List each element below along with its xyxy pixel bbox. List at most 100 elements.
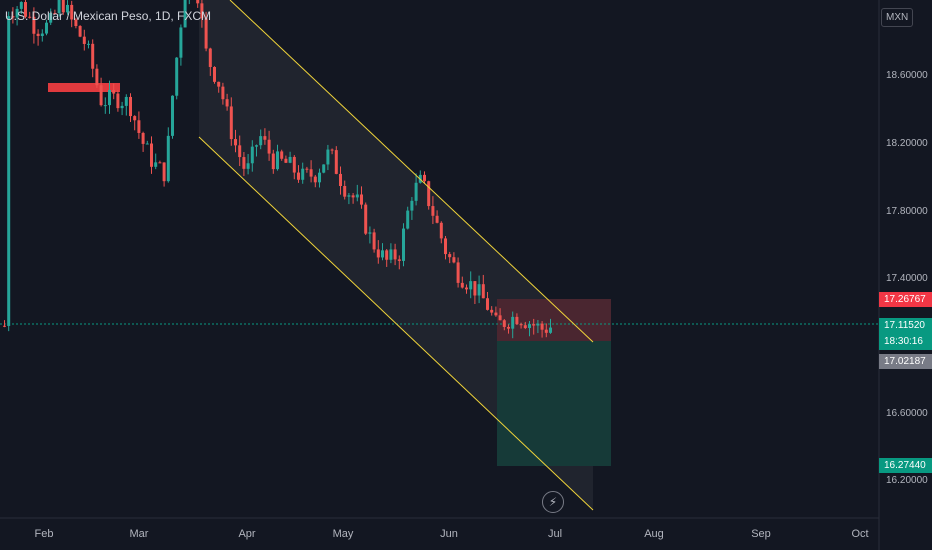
price-tick: 16.60000	[886, 408, 928, 419]
last-price-label: 17.11520	[879, 318, 932, 335]
candle-body	[385, 250, 389, 260]
candle-body	[364, 204, 368, 234]
candle-body	[150, 143, 153, 167]
candle-body	[217, 81, 221, 87]
candle-body	[523, 325, 527, 329]
candle-body	[532, 324, 536, 326]
take-profit-zone	[497, 341, 611, 466]
candle-body	[208, 48, 212, 67]
candle-body	[238, 145, 242, 158]
time-tick: Sep	[751, 528, 771, 540]
candle-body	[326, 149, 330, 165]
candle-body	[322, 164, 326, 173]
currency-badge[interactable]: MXN	[881, 8, 914, 27]
price-tick: 18.60000	[886, 70, 928, 81]
lightning-icon[interactable]: ⚡	[542, 491, 564, 513]
candle-body	[158, 162, 162, 164]
candle-body	[397, 259, 401, 261]
stop-loss-price-label: 17.26767	[879, 292, 932, 307]
candle-body	[7, 16, 11, 326]
resistance-zone	[48, 83, 120, 92]
candle-body	[124, 96, 128, 106]
symbol-title[interactable]: U.S. Dollar / Mexican Peso, 1D, FXCM	[5, 9, 212, 23]
candle-body	[263, 136, 267, 140]
price-tick: 18.20000	[886, 138, 928, 149]
candle-body	[133, 116, 137, 121]
candle-body	[540, 323, 544, 330]
time-tick: Apr	[238, 528, 256, 540]
candle-body	[95, 68, 99, 86]
candle-body	[280, 151, 284, 159]
candle-body	[70, 4, 74, 20]
candle-body	[368, 232, 372, 234]
price-tick: 16.20000	[886, 475, 928, 486]
candle-body	[465, 287, 468, 290]
take-profit-price-label: 16.27440	[879, 458, 932, 473]
candle-body	[221, 86, 225, 100]
candle-body	[129, 96, 132, 117]
candle-body	[460, 282, 464, 288]
candle-body	[213, 66, 216, 82]
candle-body	[120, 105, 124, 109]
candle-body	[406, 210, 410, 229]
candle-body	[519, 324, 523, 326]
candle-body	[435, 215, 439, 223]
time-tick: Aug	[644, 528, 664, 540]
candle-body	[36, 33, 40, 37]
candle-body	[183, 0, 187, 28]
candle-body	[486, 298, 489, 310]
candle-body	[66, 4, 69, 13]
candle-body	[3, 325, 6, 327]
candle-body	[469, 281, 473, 290]
candle-body	[536, 323, 540, 326]
candle-body	[255, 145, 258, 147]
candle-body	[108, 90, 111, 106]
candle-body	[259, 136, 263, 146]
candle-body	[145, 143, 149, 145]
time-tick: Oct	[851, 528, 869, 540]
candle-body	[297, 172, 300, 180]
candle-body	[91, 43, 95, 69]
time-tick: Jul	[547, 528, 563, 540]
candle-body	[276, 151, 279, 170]
candle-body	[423, 174, 426, 182]
candle-body	[410, 200, 414, 211]
candle-body	[402, 228, 405, 261]
candle-body	[267, 139, 271, 154]
candle-body	[225, 99, 229, 107]
candle-body	[292, 156, 296, 173]
candle-body	[393, 249, 397, 260]
time-tick: May	[332, 528, 354, 540]
candle-body	[166, 135, 170, 182]
candle-body	[511, 316, 515, 329]
candle-body	[15, 8, 19, 18]
candle-body	[61, 0, 65, 13]
candle-body	[490, 309, 494, 313]
candle-body	[99, 85, 103, 106]
candle-body	[28, 16, 32, 18]
candle-body	[82, 36, 86, 44]
candle-body	[330, 149, 334, 151]
candle-body	[444, 238, 447, 255]
candle-body	[154, 162, 158, 167]
candle-body	[112, 90, 116, 94]
candle-body	[288, 156, 292, 163]
candle-body	[431, 206, 435, 216]
candle-body	[313, 176, 317, 183]
candle-body	[351, 195, 355, 198]
candle-body	[343, 186, 347, 197]
candle-body	[204, 18, 208, 49]
candle-body	[309, 169, 313, 177]
time-tick: Mar	[129, 528, 149, 540]
candle-body	[200, 3, 204, 19]
candle-body	[507, 326, 510, 329]
candle-body	[355, 194, 359, 198]
candle-body	[49, 13, 53, 23]
channel-lower-line	[198, 136, 594, 511]
candle-body	[162, 162, 166, 182]
price-tick: 17.80000	[886, 206, 928, 217]
candle-body	[381, 250, 384, 258]
candle-body	[271, 153, 275, 170]
